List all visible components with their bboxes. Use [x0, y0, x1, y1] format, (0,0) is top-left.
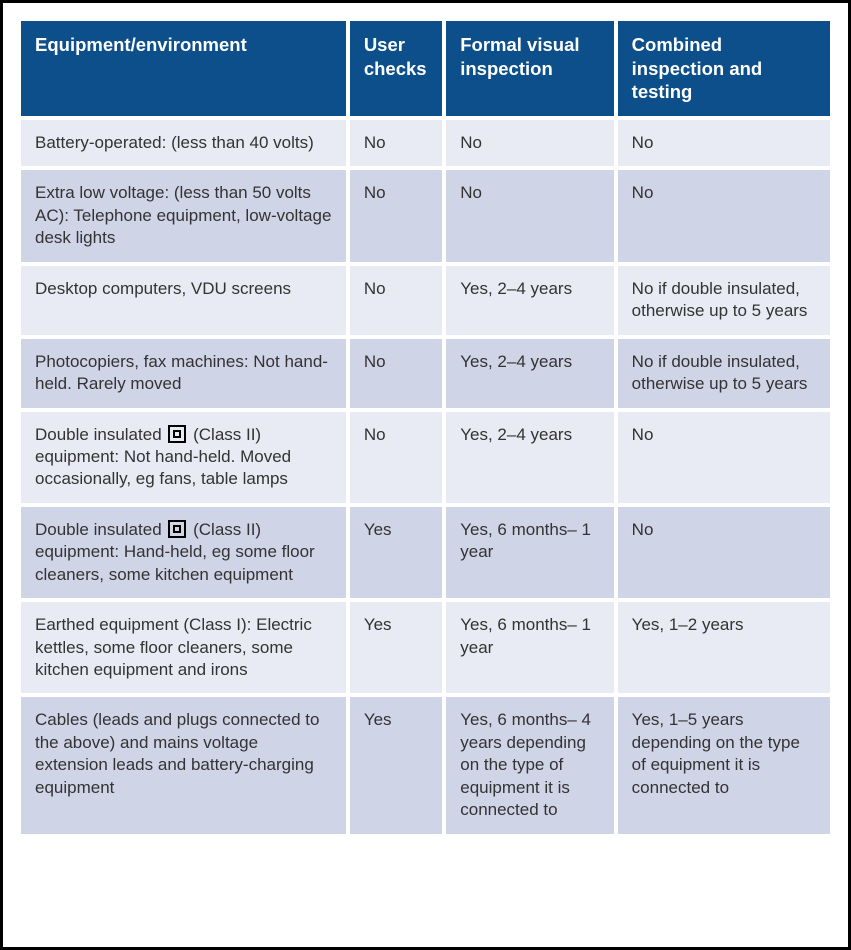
- double-insulated-icon: [168, 520, 186, 538]
- cell-user-checks: No: [348, 337, 444, 410]
- cell-equipment: Photocopiers, fax machines: Not hand-hel…: [21, 337, 348, 410]
- equipment-inspection-table: Equipment/environment User checks Formal…: [21, 21, 830, 834]
- double-insulated-icon: [168, 425, 186, 443]
- cell-formal-visual: No: [444, 118, 615, 168]
- table-row: Photocopiers, fax machines: Not hand-hel…: [21, 337, 830, 410]
- table-header-row: Equipment/environment User checks Formal…: [21, 21, 830, 118]
- cell-combined: Yes, 1–2 years: [616, 600, 830, 695]
- cell-combined: No if double insulated, otherwise up to …: [616, 337, 830, 410]
- cell-equipment: Cables (leads and plugs connected to the…: [21, 695, 348, 833]
- cell-combined: No: [616, 118, 830, 168]
- cell-formal-visual: Yes, 6 months– 1 year: [444, 505, 615, 600]
- table-row: Battery-operated: (less than 40 volts)No…: [21, 118, 830, 168]
- equipment-text-pre: Double insulated: [35, 425, 166, 444]
- table-row: Double insulated (Class II) equipment: N…: [21, 410, 830, 505]
- cell-equipment: Battery-operated: (less than 40 volts): [21, 118, 348, 168]
- cell-user-checks: No: [348, 168, 444, 263]
- col-header-user-checks: User checks: [348, 21, 444, 118]
- cell-user-checks: No: [348, 118, 444, 168]
- cell-user-checks: No: [348, 264, 444, 337]
- table-row: Desktop computers, VDU screensNoYes, 2–4…: [21, 264, 830, 337]
- cell-combined: No: [616, 168, 830, 263]
- cell-user-checks: Yes: [348, 600, 444, 695]
- table-row: Extra low voltage: (less than 50 volts A…: [21, 168, 830, 263]
- equipment-text-pre: Double insulated: [35, 520, 166, 539]
- cell-combined: No if double insulated, otherwise up to …: [616, 264, 830, 337]
- cell-formal-visual: Yes, 6 months– 4 years depending on the …: [444, 695, 615, 833]
- table-row: Double insulated (Class II) equipment: H…: [21, 505, 830, 600]
- cell-user-checks: Yes: [348, 695, 444, 833]
- cell-user-checks: Yes: [348, 505, 444, 600]
- cell-combined: No: [616, 410, 830, 505]
- cell-combined: Yes, 1–5 years depending on the type of …: [616, 695, 830, 833]
- table-row: Cables (leads and plugs connected to the…: [21, 695, 830, 833]
- cell-formal-visual: Yes, 6 months– 1 year: [444, 600, 615, 695]
- col-header-combined: Combined inspection and testing: [616, 21, 830, 118]
- cell-formal-visual: Yes, 2–4 years: [444, 410, 615, 505]
- cell-formal-visual: No: [444, 168, 615, 263]
- cell-equipment: Earthed equipment (Class I): Electric ke…: [21, 600, 348, 695]
- cell-equipment: Desktop computers, VDU screens: [21, 264, 348, 337]
- cell-formal-visual: Yes, 2–4 years: [444, 337, 615, 410]
- col-header-equipment: Equipment/environment: [21, 21, 348, 118]
- cell-user-checks: No: [348, 410, 444, 505]
- cell-equipment: Double insulated (Class II) equipment: N…: [21, 410, 348, 505]
- cell-combined: No: [616, 505, 830, 600]
- cell-formal-visual: Yes, 2–4 years: [444, 264, 615, 337]
- cell-equipment: Extra low voltage: (less than 50 volts A…: [21, 168, 348, 263]
- col-header-formal-visual: Formal visual inspection: [444, 21, 615, 118]
- cell-equipment: Double insulated (Class II) equipment: H…: [21, 505, 348, 600]
- table-row: Earthed equipment (Class I): Electric ke…: [21, 600, 830, 695]
- table-container: Equipment/environment User checks Formal…: [0, 0, 851, 950]
